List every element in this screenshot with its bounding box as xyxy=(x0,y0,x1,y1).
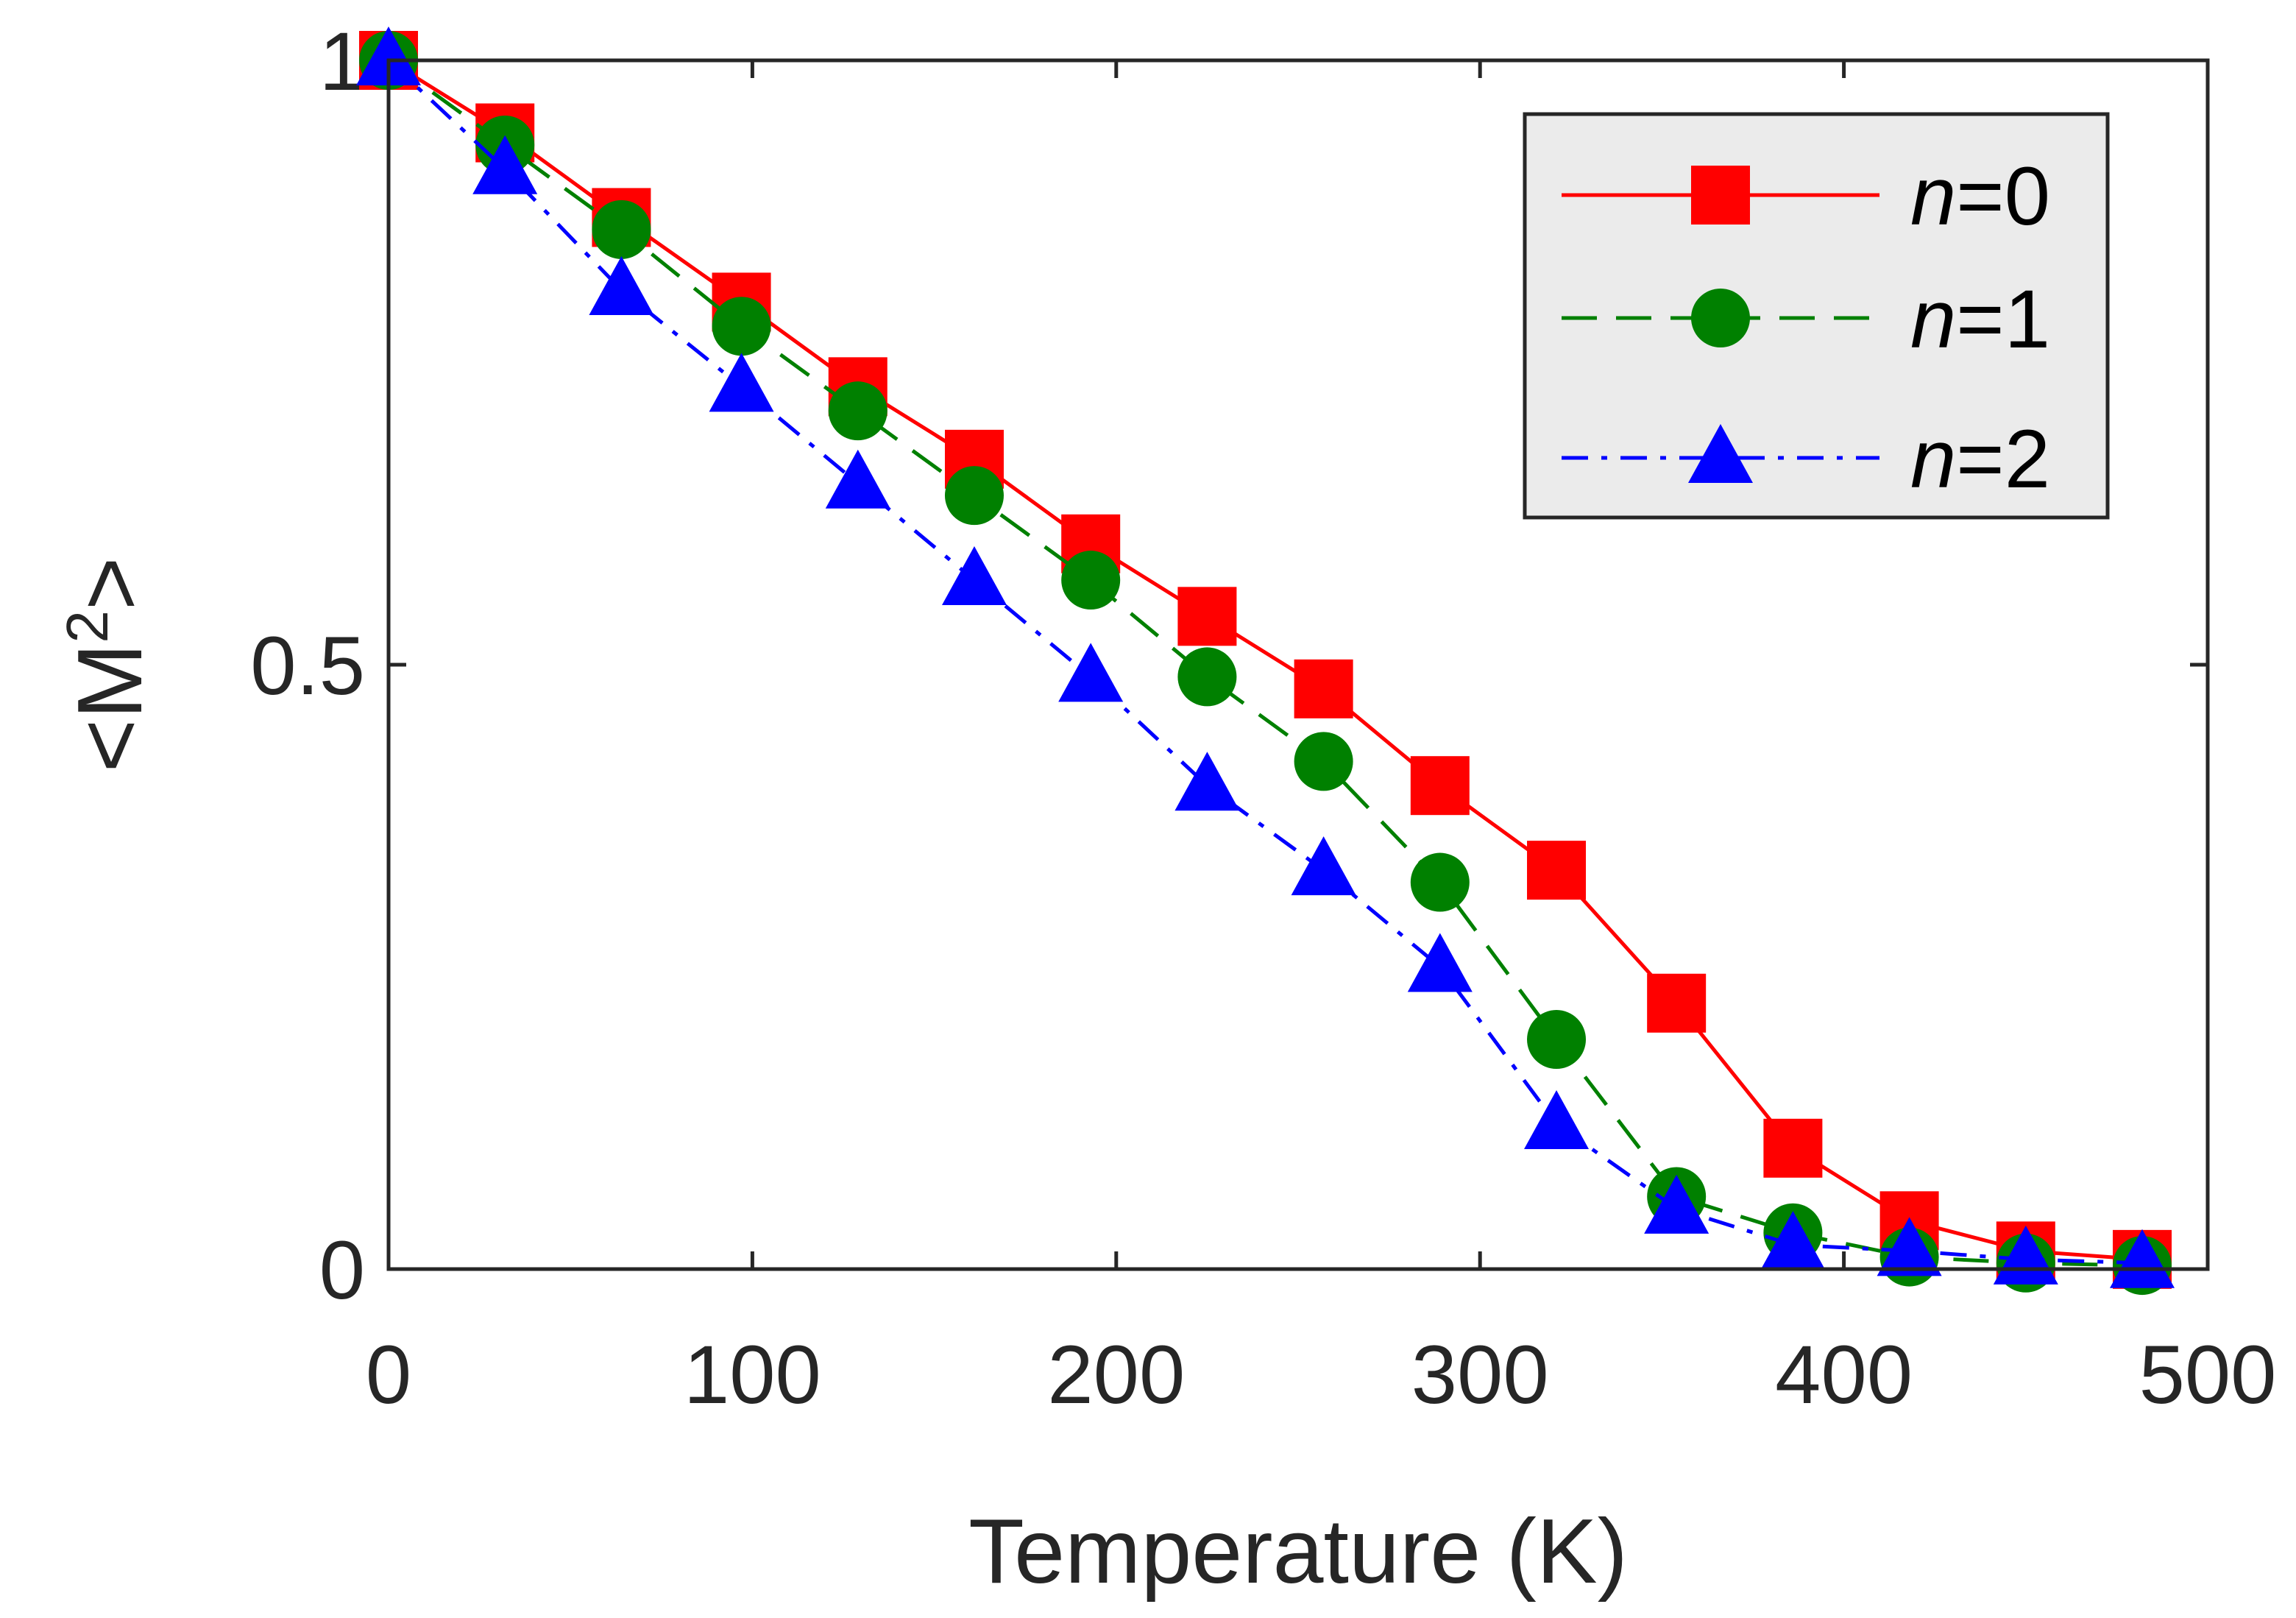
y-axis-title-superscript: 2 xyxy=(54,610,120,643)
y-axis-title-suffix: > xyxy=(60,557,161,610)
data-point xyxy=(1410,756,1470,816)
plot-frame xyxy=(386,58,2210,1271)
y-axis-title-main: <M xyxy=(60,643,161,773)
x-tick-label: 100 xyxy=(684,1329,821,1421)
data-point xyxy=(1410,852,1470,912)
data-point xyxy=(941,546,1007,606)
legend-label: n=1 xyxy=(1910,273,2050,365)
x-tick-label: 300 xyxy=(1411,1329,1549,1421)
data-point xyxy=(1524,1089,1590,1149)
data-point xyxy=(589,255,654,315)
y-tick-label: 1 xyxy=(319,15,365,107)
data-point xyxy=(2110,1229,2175,1288)
data-point xyxy=(1294,659,1353,718)
x-tick-label: 400 xyxy=(1775,1329,1913,1421)
data-point xyxy=(1177,647,1237,707)
data-point xyxy=(1877,1217,1942,1276)
legend-label-variable: n xyxy=(1910,413,1956,505)
data-point xyxy=(592,199,651,259)
data-point xyxy=(825,449,890,509)
data-point xyxy=(1174,752,1240,811)
data-point xyxy=(1647,973,1707,1033)
legend-box xyxy=(1523,112,2110,520)
data-point xyxy=(709,353,774,412)
data-point xyxy=(1763,1118,1823,1178)
data-point xyxy=(1407,933,1473,992)
legend-marker xyxy=(1691,166,1750,225)
data-point xyxy=(1291,836,1356,896)
data-point xyxy=(1644,1174,1709,1234)
x-tick-label: 200 xyxy=(1047,1329,1185,1421)
data-point xyxy=(1760,1211,1826,1271)
data-point xyxy=(1061,551,1121,610)
data-point xyxy=(1527,841,1587,900)
legend-label-value: =2 xyxy=(1956,413,2050,505)
series-line xyxy=(387,58,2143,1262)
x-tick-label: 500 xyxy=(2139,1329,2277,1421)
legend-label: n=0 xyxy=(1910,150,2050,242)
legend-label: n=2 xyxy=(1910,413,2050,505)
legend-marker xyxy=(1688,424,1753,483)
ticks-layer: 0 100 200 300 400 500 0 0.5 1 xyxy=(250,15,2276,1421)
x-axis-title: Temperature (K) xyxy=(968,1501,1628,1603)
series-line xyxy=(387,58,2143,1268)
legend: n=0n=1n=2 xyxy=(1523,112,2110,520)
data-point xyxy=(828,381,887,441)
legend-label-variable: n xyxy=(1910,273,1956,365)
data-point xyxy=(1058,643,1124,702)
y-tick-label: 0.5 xyxy=(250,620,365,712)
y-tick-label: 0 xyxy=(319,1224,365,1316)
data-point xyxy=(1177,587,1237,646)
y-axis-title: <M2> xyxy=(54,557,161,773)
data-point xyxy=(1294,732,1353,791)
x-tick-label: 0 xyxy=(366,1329,411,1421)
data-point xyxy=(356,27,421,85)
legend-marker xyxy=(1691,289,1750,347)
data-point xyxy=(712,297,771,356)
data-point xyxy=(944,466,1004,526)
legend-label-variable: n xyxy=(1910,150,1956,242)
data-point xyxy=(1527,1010,1587,1070)
legend-label-value: =0 xyxy=(1956,150,2050,242)
legend-label-value: =1 xyxy=(1956,273,2050,365)
data-point xyxy=(472,135,538,194)
